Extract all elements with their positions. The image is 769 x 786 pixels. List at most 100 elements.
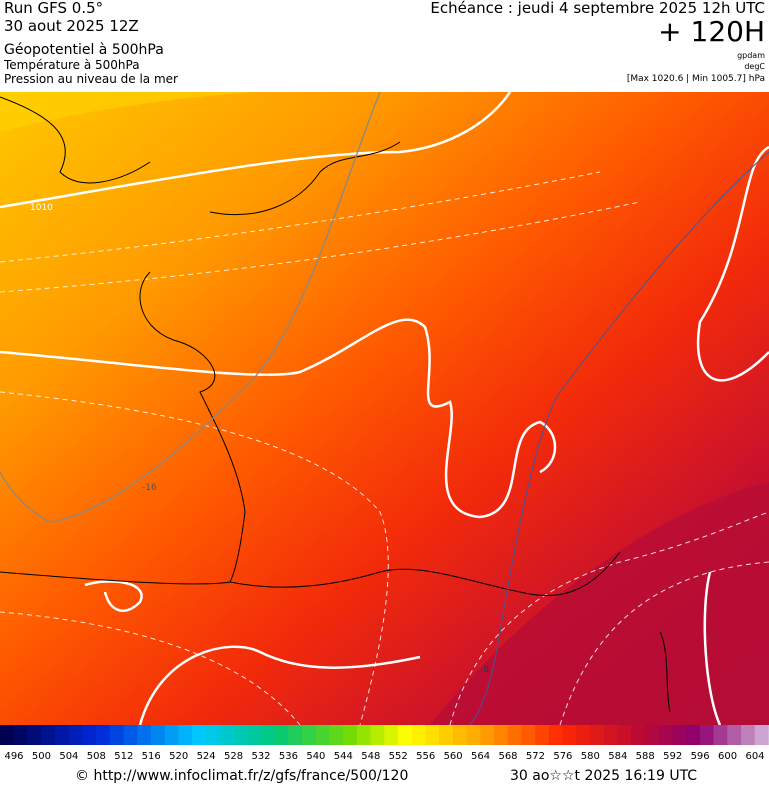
colorbar-label: 512 <box>114 751 133 762</box>
field-subtitle: Pression au niveau de la mer <box>4 72 178 86</box>
colorbar-swatch <box>343 725 358 745</box>
colorbar-label: 548 <box>361 751 380 762</box>
colorbar-swatch <box>535 725 550 745</box>
colorbar-label: 556 <box>416 751 435 762</box>
colorbar-swatch <box>397 725 413 745</box>
colorbar-label: 584 <box>608 751 627 762</box>
colorbar-swatch <box>315 725 330 745</box>
colorbar-swatch <box>370 725 385 745</box>
colorbar-label: 564 <box>471 751 490 762</box>
colorbar-swatch <box>178 725 193 745</box>
colorbar-swatch <box>27 725 42 745</box>
colorbar-label: 592 <box>663 751 682 762</box>
colorbar-swatch <box>425 725 440 745</box>
colorbar-swatch <box>233 725 248 745</box>
colorbar-label: 552 <box>389 751 408 762</box>
colorbar-label: 528 <box>224 751 243 762</box>
colorbar-swatch <box>494 725 509 745</box>
colorbar-swatch <box>123 725 138 745</box>
colorbar-swatch <box>480 725 495 745</box>
colorbar-label: 560 <box>444 751 463 762</box>
colorbar-label: 572 <box>526 751 545 762</box>
colorbar-swatch <box>603 725 618 745</box>
colorbar-swatch <box>109 725 124 745</box>
colorbar-swatch <box>288 725 303 745</box>
source-credit: © http://www.infoclimat.fr/z/gfs/france/… <box>75 768 409 784</box>
colorbar: 496 500 504 508 512 516 520 524 528 532 536 540 544 5… <box>0 725 769 762</box>
colorbar-swatch <box>644 725 660 745</box>
isotherm-line <box>469 151 769 725</box>
lead-time: + 120H <box>658 15 765 48</box>
colorbar-swatch <box>54 725 70 745</box>
colorbar-label: 540 <box>306 751 325 762</box>
colorbar-label: 580 <box>581 751 600 762</box>
colorbar-swatch <box>68 725 83 745</box>
colorbar-swatch <box>727 725 742 745</box>
colorbar-swatch <box>754 725 769 745</box>
colorbar-label: 532 <box>251 751 270 762</box>
colorbar-swatch <box>521 725 536 745</box>
colorbar-swatch <box>658 725 673 745</box>
colorbar-swatch <box>548 725 564 745</box>
colorbar-swatch <box>672 725 687 745</box>
run-date: 30 aout 2025 12Z <box>4 17 139 35</box>
colorbar-label: 524 <box>197 751 216 762</box>
map: 1010 -16 -8 <box>0 92 769 725</box>
colorbar-label: 500 <box>32 751 51 762</box>
colorbar-swatch <box>150 725 166 745</box>
colorbar-label: 536 <box>279 751 298 762</box>
colorbar-swatch <box>411 725 426 745</box>
colorbar-label: 568 <box>498 751 517 762</box>
colorbar-swatch <box>219 725 234 745</box>
colorbar-swatch <box>82 725 97 745</box>
colorbar-swatch <box>507 725 522 745</box>
colorbar-swatch <box>590 725 605 745</box>
isotherms <box>0 171 769 725</box>
generated-time: 30 ao☆☆t 2025 16:19 UTC <box>510 768 698 784</box>
colorbar-swatch <box>96 725 111 745</box>
colorbar-swatch <box>260 725 275 745</box>
unit-label: gpdam <box>737 51 765 60</box>
warm-field <box>0 92 400 132</box>
colorbar-label: 600 <box>718 751 737 762</box>
pressure-range: [Max 1020.6 | Min 1005.7] hPa <box>626 74 765 84</box>
colorbar-label: 520 <box>169 751 188 762</box>
colorbar-swatch <box>439 725 454 745</box>
colorbar-swatch <box>192 725 207 745</box>
colorbar-label: 504 <box>59 751 78 762</box>
colorbar-swatch <box>164 725 179 745</box>
field-title: Géopotentiel à 500hPa <box>4 42 164 58</box>
colorbar-label: 576 <box>553 751 572 762</box>
colorbar-swatch <box>631 725 646 745</box>
field-subtitle: Température à 500hPa <box>4 58 140 72</box>
isotherm-line <box>0 92 381 523</box>
colorbar-label: 544 <box>334 751 353 762</box>
colorbar-swatch <box>329 725 344 745</box>
coastlines <box>0 96 671 713</box>
map-label: 1010 <box>30 203 53 213</box>
colorbar-swatch <box>699 725 715 745</box>
colorbar-swatch <box>576 725 591 745</box>
cold-field <box>430 482 769 725</box>
colorbar-swatch <box>384 725 399 745</box>
colorbar-swatch <box>562 725 577 745</box>
colorbar-swatch <box>741 725 756 745</box>
colorbar-label: 496 <box>4 751 23 762</box>
colorbar-swatch <box>713 725 728 745</box>
map-label: -8 <box>480 665 489 675</box>
unit-label: degC <box>744 62 765 71</box>
colorbar-label: 508 <box>87 751 106 762</box>
colorbar-swatch <box>356 725 371 745</box>
colorbar-label: 604 <box>745 751 764 762</box>
colorbar-swatch <box>0 725 15 745</box>
colorbar-label: 588 <box>636 751 655 762</box>
colorbar-swatch <box>452 725 468 745</box>
colorbar-swatch <box>274 725 289 745</box>
colorbar-swatch <box>617 725 632 745</box>
colorbar-label: 596 <box>691 751 710 762</box>
colorbar-swatch <box>301 725 317 745</box>
colorbar-swatch <box>41 725 56 745</box>
colorbar-label: 516 <box>142 751 161 762</box>
valid-time: Echéance : jeudi 4 septembre 2025 12h UT… <box>430 0 765 17</box>
colorbar-swatch <box>247 725 262 745</box>
